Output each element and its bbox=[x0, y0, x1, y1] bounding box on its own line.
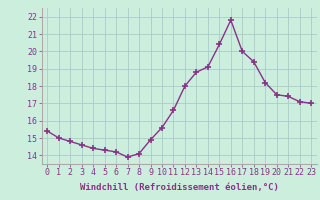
X-axis label: Windchill (Refroidissement éolien,°C): Windchill (Refroidissement éolien,°C) bbox=[80, 183, 279, 192]
